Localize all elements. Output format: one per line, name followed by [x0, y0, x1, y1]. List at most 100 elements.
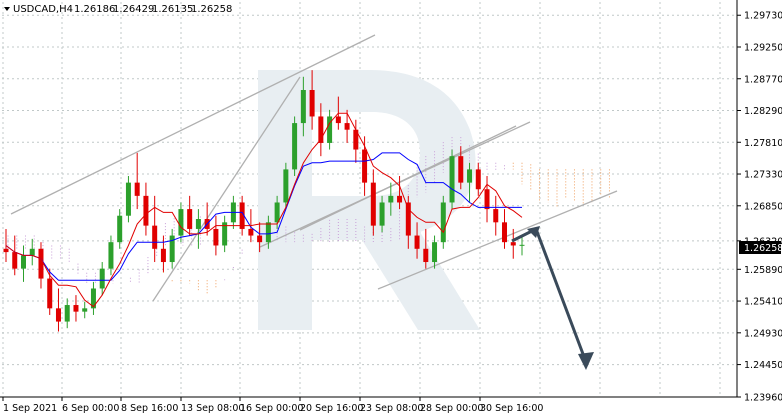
candle-body — [502, 222, 508, 243]
candle-body — [160, 248, 166, 263]
candle-body — [55, 308, 61, 322]
y-tick-label: 1.29250 — [744, 42, 782, 53]
channel-line — [10, 34, 376, 215]
open-value: 1.26186 — [74, 4, 115, 15]
candle-body — [248, 228, 254, 236]
ichimoku-lines — [5, 112, 523, 308]
candle-body — [344, 123, 350, 130]
candle-body — [73, 305, 79, 312]
candle-body — [3, 248, 9, 253]
candle-body — [274, 202, 280, 223]
price-marker: 1.26258 — [739, 241, 782, 254]
candle-body — [327, 116, 333, 143]
candle-body — [125, 182, 131, 216]
y-axis-ticks: 1.29730 1.29250 1.28770 1.28290 1.27810 1.273… — [737, 11, 782, 404]
candle-body — [283, 169, 289, 203]
candle-body — [335, 116, 341, 124]
channel-lines — [10, 34, 618, 302]
candle-body — [440, 202, 446, 243]
candle-body — [370, 182, 376, 226]
candle-body — [449, 156, 455, 203]
candle-body — [47, 278, 53, 309]
candle-body — [362, 149, 368, 183]
kijun-line — [5, 152, 522, 281]
candle-body — [64, 305, 70, 322]
current-price-label: 1.26258 — [744, 243, 782, 254]
candle-body — [239, 202, 245, 229]
candle-body — [510, 242, 516, 246]
candle-body — [493, 209, 499, 223]
candle-body — [300, 89, 306, 124]
low-value: 1.26135 — [152, 4, 193, 15]
chart-header: USDCAD,H4 1.26186 1.26429 1.26135 1.2625… — [4, 4, 232, 15]
candle-body — [467, 169, 473, 183]
x-tick-label: 13 Sep 08:00 — [181, 403, 244, 414]
candle-body — [29, 248, 35, 256]
candle-body — [423, 248, 429, 263]
candle-body — [484, 189, 490, 210]
y-tick-label: 1.24450 — [744, 360, 782, 371]
x-tick-label: 8 Sep 16:00 — [121, 403, 178, 414]
candle-body — [309, 89, 315, 117]
forecast-arrow — [511, 226, 594, 370]
candle-body — [108, 242, 114, 269]
candle-body — [432, 242, 438, 263]
x-tick-label: 20 Sep 16:00 — [300, 403, 363, 414]
axes — [0, 0, 738, 398]
candle-body — [475, 169, 481, 190]
candle-body — [134, 182, 140, 196]
candle-body — [265, 222, 271, 243]
candle-body — [213, 228, 219, 246]
arrowhead-icon — [527, 226, 540, 238]
candle-body — [195, 219, 201, 229]
candle-body — [379, 202, 385, 226]
y-tick-label: 1.28770 — [744, 74, 782, 85]
y-tick-label: 1.27330 — [744, 170, 782, 181]
y-tick-label: 1.28290 — [744, 106, 782, 117]
y-tick-label: 1.25410 — [744, 297, 782, 308]
arrowhead-icon — [578, 352, 594, 370]
candle-body — [222, 222, 228, 246]
candle-body — [143, 195, 149, 226]
ichimoku-cloud — [7, 137, 610, 294]
candle-body — [414, 235, 420, 249]
x-tick-label: 6 Sep 00:00 — [62, 403, 119, 414]
y-tick-label: 1.23960 — [744, 393, 782, 404]
caret-down-icon[interactable] — [4, 7, 10, 11]
forecast-path — [511, 226, 588, 363]
y-tick-label: 1.25890 — [744, 265, 782, 276]
x-tick-label: 28 Sep 00:00 — [420, 403, 483, 414]
candle-body — [257, 235, 263, 243]
x-tick-label: 16 Sep 00:00 — [240, 403, 303, 414]
tenkan-line — [5, 112, 523, 308]
candle-body — [178, 209, 184, 236]
candle-body — [318, 116, 324, 143]
candle-body — [405, 202, 411, 236]
candle-body — [187, 209, 193, 229]
channel-line — [299, 125, 517, 231]
candle-body — [388, 195, 394, 203]
candle-body — [519, 244, 525, 246]
x-tick-label: 23 Sep 08:00 — [360, 403, 423, 414]
candle-body — [20, 255, 26, 269]
candle-body — [353, 129, 359, 150]
x-axis-ticks: 1 Sep 2021 6 Sep 00:00 8 Sep 16:00 13 Sep 0… — [2, 397, 543, 414]
candle-body — [12, 252, 18, 269]
x-tick-label: 30 Sep 16:00 — [480, 403, 543, 414]
candle-body — [82, 308, 88, 312]
candle-body — [90, 288, 96, 309]
candle-body — [292, 123, 298, 170]
candle-body — [152, 225, 158, 249]
channel-line — [377, 190, 618, 290]
candle-body — [38, 248, 44, 279]
close-value: 1.26258 — [191, 4, 232, 15]
y-tick-label: 1.26850 — [744, 201, 782, 212]
y-tick-label: 1.27810 — [744, 138, 782, 149]
candle-body — [169, 235, 175, 263]
candle-body — [458, 156, 464, 183]
high-value: 1.26429 — [113, 4, 154, 15]
channel-line — [152, 76, 301, 302]
candle-body — [397, 195, 403, 203]
